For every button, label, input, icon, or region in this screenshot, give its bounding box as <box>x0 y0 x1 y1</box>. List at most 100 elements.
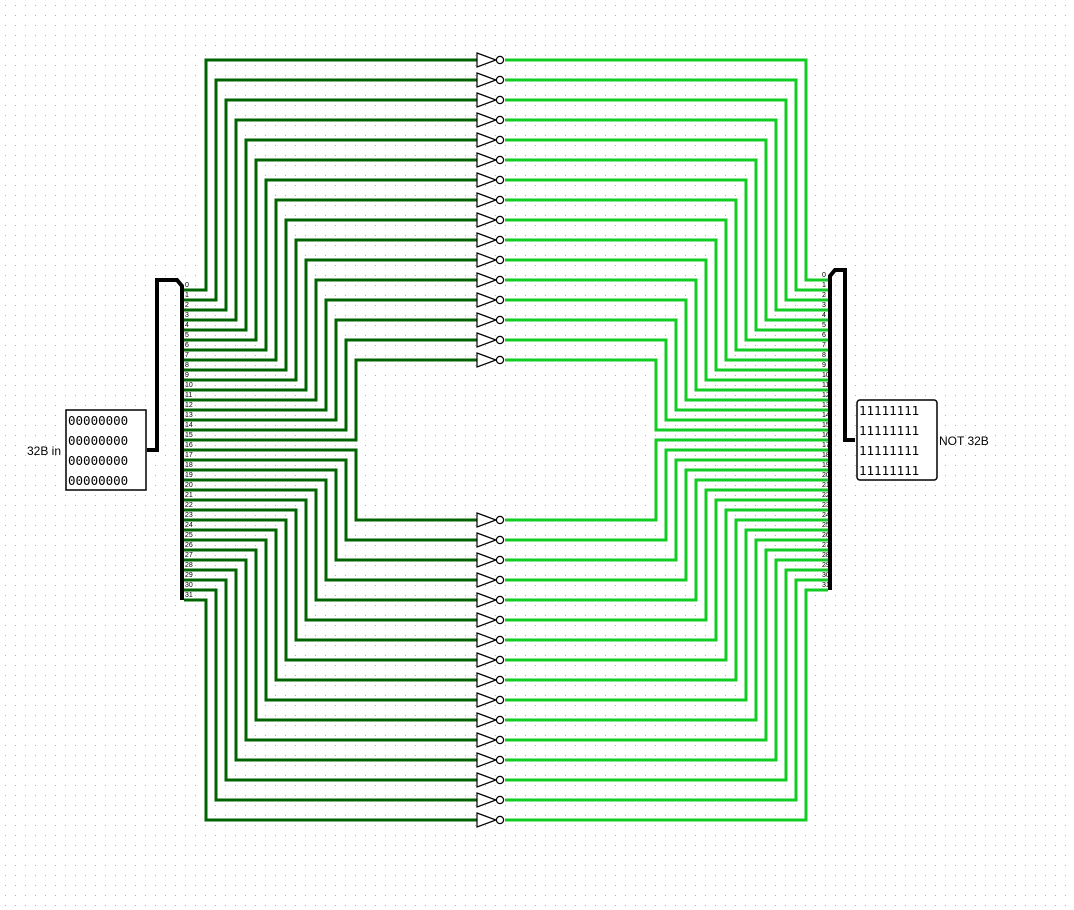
not-gate-14[interactable] <box>476 332 505 348</box>
splitter-right-tick-7: 7 <box>822 342 826 349</box>
input-wire-21 <box>184 498 478 622</box>
splitter-left-tick-22: 22 <box>185 502 193 509</box>
not-gate-30[interactable] <box>476 792 505 808</box>
output-wire-0 <box>505 58 828 282</box>
output-wire-22 <box>505 498 828 642</box>
input-wire-11 <box>184 278 478 402</box>
not-gate-24[interactable] <box>476 672 505 688</box>
splitter-left-tick-3: 3 <box>185 312 189 319</box>
splitter-left-tick-25: 25 <box>185 532 193 539</box>
not-gate-1[interactable] <box>476 72 505 88</box>
not-gate-23[interactable] <box>476 652 505 668</box>
not-gates <box>476 52 505 828</box>
input-pin-box[interactable] <box>65 409 147 491</box>
input-wire-25 <box>184 538 478 702</box>
splitter-right-tick-22: 22 <box>822 492 830 499</box>
splitter-right-tick-16: 16 <box>822 432 830 439</box>
splitter-right-tick-8: 8 <box>822 352 826 359</box>
splitter-right-tick-21: 21 <box>822 482 830 489</box>
splitter-right-tick-12: 12 <box>822 392 830 399</box>
splitter-right-tick-20: 20 <box>822 472 830 479</box>
not-gate-27[interactable] <box>476 732 505 748</box>
not-gate-18[interactable] <box>476 552 505 568</box>
not-gate-12[interactable] <box>476 292 505 308</box>
output-wire-17 <box>505 448 828 542</box>
output-wire-20 <box>505 478 828 602</box>
output-wire-3 <box>505 118 828 312</box>
splitter-left-tick-14: 14 <box>185 422 193 429</box>
input-wire-26 <box>184 548 478 722</box>
splitter-right-tick-10: 10 <box>822 372 830 379</box>
not-gate-20[interactable] <box>476 592 505 608</box>
input-wire-30 <box>184 588 478 802</box>
splitter-right-tick-1: 1 <box>822 282 826 289</box>
input-wire-12 <box>184 298 478 412</box>
splitter-left-tick-31: 31 <box>185 592 193 599</box>
output-wire-11 <box>505 278 828 392</box>
not-gate-28[interactable] <box>476 752 505 768</box>
input-wires <box>184 58 478 822</box>
output-wire-29 <box>505 568 828 782</box>
splitter-left[interactable]: 0123456789101112131415161718192021222324… <box>147 278 193 600</box>
splitter-right-tick-19: 19 <box>822 462 830 469</box>
output-pin[interactable]: 11111111 11111111 11111111 11111111 NOT … <box>856 399 989 481</box>
splitter-right-ticks: 0123456789101112131415161718192021222324… <box>822 272 830 589</box>
output-wire-25 <box>505 528 828 702</box>
splitter-left-tick-17: 17 <box>185 452 193 459</box>
not-gate-4[interactable] <box>476 132 505 148</box>
output-wire-9 <box>505 238 828 372</box>
splitter-right[interactable]: 0123456789101112131415161718192021222324… <box>822 268 855 590</box>
not-gate-3[interactable] <box>476 112 505 128</box>
input-pin[interactable]: 00000000 00000000 00000000 00000000 32B … <box>27 409 147 491</box>
not-gate-16[interactable] <box>476 512 505 528</box>
input-wire-4 <box>184 138 478 332</box>
input-wire-15 <box>184 358 478 442</box>
not-gate-10[interactable] <box>476 252 505 268</box>
not-gate-19[interactable] <box>476 572 505 588</box>
splitter-left-tick-18: 18 <box>185 462 193 469</box>
not-gate-5[interactable] <box>476 152 505 168</box>
input-wire-17 <box>184 458 478 542</box>
splitter-right-tick-2: 2 <box>822 292 826 299</box>
not-gate-0[interactable] <box>476 52 505 68</box>
not-gate-31[interactable] <box>476 812 505 828</box>
splitter-left-tick-4: 4 <box>185 322 189 329</box>
input-wire-22 <box>184 508 478 642</box>
not-gate-21[interactable] <box>476 612 505 628</box>
not-gate-2[interactable] <box>476 92 505 108</box>
output-wire-12 <box>505 298 828 402</box>
not-gate-29[interactable] <box>476 772 505 788</box>
input-wire-10 <box>184 258 478 392</box>
output-wire-5 <box>505 158 828 332</box>
not-gate-22[interactable] <box>476 632 505 648</box>
output-wire-15 <box>505 358 828 432</box>
splitter-right-tick-13: 13 <box>822 402 830 409</box>
input-wire-24 <box>184 528 478 682</box>
output-wire-8 <box>505 218 828 362</box>
splitter-left-tick-19: 19 <box>185 472 193 479</box>
splitter-left-tick-13: 13 <box>185 412 193 419</box>
splitter-right-tick-25: 25 <box>822 522 830 529</box>
splitter-left-tick-28: 28 <box>185 562 193 569</box>
output-pin-box[interactable] <box>856 399 938 481</box>
splitter-right-tick-30: 30 <box>822 572 830 579</box>
output-pin-row-3: 11111111 <box>859 463 919 478</box>
splitter-left-ticks: 0123456789101112131415161718192021222324… <box>185 282 193 599</box>
splitter-right-tick-17: 17 <box>822 442 830 449</box>
splitter-left-tick-20: 20 <box>185 482 193 489</box>
not-gate-8[interactable] <box>476 212 505 228</box>
not-gate-15[interactable] <box>476 352 505 368</box>
splitter-left-tick-29: 29 <box>185 572 193 579</box>
not-gate-9[interactable] <box>476 232 505 248</box>
not-gate-25[interactable] <box>476 692 505 708</box>
output-wire-1 <box>505 78 828 292</box>
not-gate-7[interactable] <box>476 192 505 208</box>
output-wire-7 <box>505 198 828 352</box>
not-gate-11[interactable] <box>476 272 505 288</box>
not-gate-13[interactable] <box>476 312 505 328</box>
output-wire-19 <box>505 468 828 582</box>
not-gate-6[interactable] <box>476 172 505 188</box>
not-gate-17[interactable] <box>476 532 505 548</box>
not-gate-26[interactable] <box>476 712 505 728</box>
